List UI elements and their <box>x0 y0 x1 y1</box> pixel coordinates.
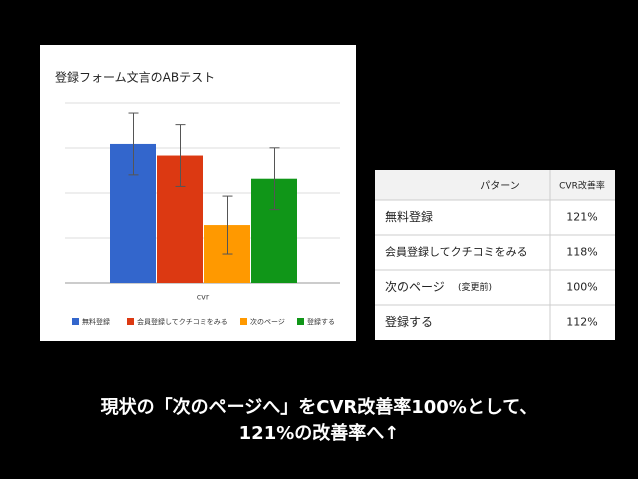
legend-swatch <box>72 318 79 325</box>
table-cell: 100% <box>566 281 597 294</box>
table-cell: 無料登録 <box>385 209 433 224</box>
chart-title: 登録フォーム文言のABテスト <box>55 70 215 85</box>
table-header-bg <box>375 170 615 200</box>
table-cell: 会員登録してクチコミをみる <box>385 245 528 259</box>
legend-swatch <box>297 318 304 325</box>
table-note: (変更前) <box>458 281 492 293</box>
table-cell: 112% <box>566 316 597 329</box>
table-cell: 121% <box>566 211 597 224</box>
legend-label: 登録する <box>307 317 335 326</box>
table-header: パターン <box>480 180 520 192</box>
table-cell: 登録する <box>385 314 433 329</box>
table-header: CVR改善率 <box>559 180 605 192</box>
legend-label: 無料登録 <box>82 317 110 326</box>
legend-swatch <box>240 318 247 325</box>
legend-label: 会員登録してクチコミをみる <box>137 317 228 326</box>
table-cell: 次のページ <box>385 280 445 294</box>
legend-label: 次のページ <box>250 317 285 326</box>
caption: 現状の「次のページへ」をCVR改善率100%として、 <box>101 396 538 418</box>
table-cell: 118% <box>566 246 597 259</box>
legend-swatch <box>127 318 134 325</box>
x-axis-label: cvr <box>197 293 210 302</box>
caption: 121%の改善率へ↑ <box>239 422 400 444</box>
